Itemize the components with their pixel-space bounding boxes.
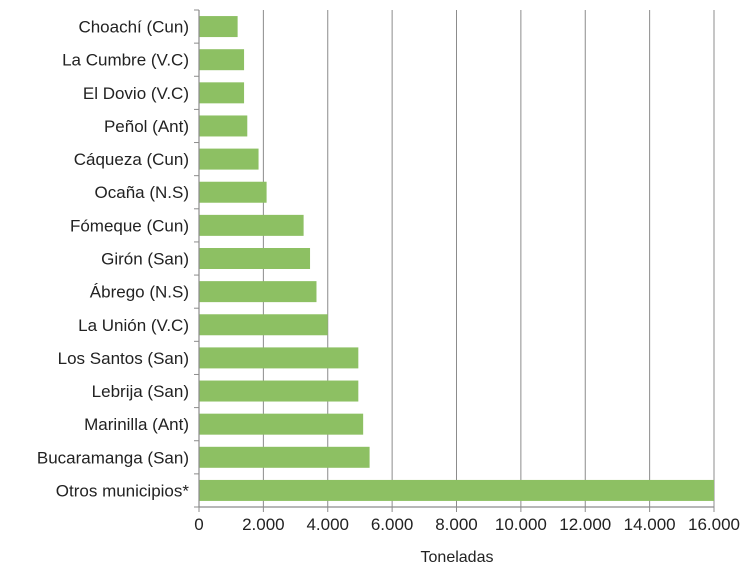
category-label: Lebrija (San) [92,382,189,401]
x-tick-label: 0 [194,515,203,534]
bar [199,248,311,269]
bar [199,479,714,501]
category-label: Cáqueza (Cun) [74,150,189,169]
bar [199,49,245,71]
x-axis-title: Toneladas [421,549,494,566]
bar [199,380,359,402]
category-label: Ábrego (N.S) [90,283,189,302]
bar [199,115,248,137]
bar-layer [199,16,714,501]
label-layer: 0 2.000 4.000 6.000 8.000 10.000 12.000 14.000 1… [37,18,740,534]
category-label: Bucaramanga (San) [37,448,189,467]
x-tick-label: 14.000 [624,515,676,534]
bar [199,281,317,303]
x-tick-label: 16.000 [688,515,740,534]
category-label: Los Santos (San) [58,349,189,368]
axis-layer [194,9,715,512]
bar [199,16,238,38]
bar [199,181,267,203]
category-label: Marinilla (Ant) [84,415,189,434]
category-label: La Unión (V.C) [78,316,189,335]
x-tick-label: 8.000 [435,515,478,534]
category-label: Choachí (Cun) [78,18,189,37]
category-label: La Cumbre (V.C) [62,51,189,70]
category-label: El Dovio (V.C) [83,84,189,103]
x-tick-label: 4.000 [306,515,349,534]
x-tick-label: 6.000 [371,515,414,534]
x-tick-label: 12.000 [559,515,611,534]
bar [199,446,370,468]
bar [199,413,364,435]
grid-layer [262,10,715,507]
bar [199,347,359,369]
category-label: Otros municipios* [56,481,190,500]
category-label: Fómeque (Cun) [70,216,189,235]
bar [199,214,304,236]
bar [199,82,245,104]
category-label: Girón (San) [101,250,189,269]
bar [199,314,328,336]
x-tick-label: 10.000 [495,515,547,534]
x-tick-label: 2.000 [242,515,285,534]
category-label: Ocaña (N.S) [95,183,189,202]
category-label: Peñol (Ant) [104,117,189,136]
bar [199,148,259,170]
